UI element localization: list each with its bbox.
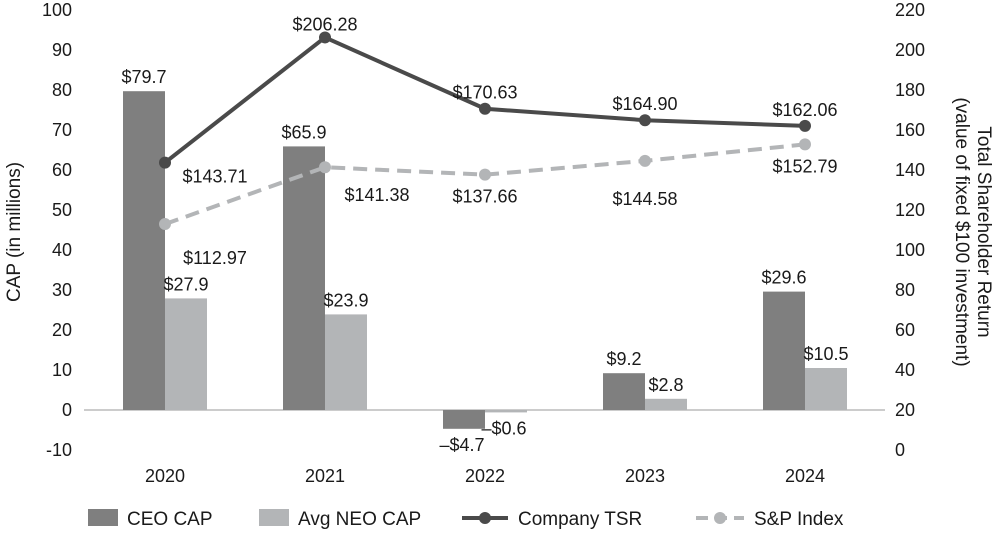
point-label-sp-index: $141.38 bbox=[344, 185, 409, 205]
bar-avg-neo-cap bbox=[165, 298, 207, 410]
legend-label-avg-neo-cap: Avg NEO CAP bbox=[298, 509, 421, 530]
bar-avg-neo-cap bbox=[325, 314, 367, 410]
point-label-company-tsr: $143.71 bbox=[182, 167, 247, 187]
left-axis-title: CAP (in millions) bbox=[4, 162, 25, 302]
point-label-company-tsr: $206.28 bbox=[292, 14, 357, 34]
legend-label-sp-index: S&P Index bbox=[754, 509, 844, 530]
right-tick-label: 140 bbox=[895, 160, 925, 180]
left-tick-label: 50 bbox=[52, 200, 72, 220]
point-company-tsr bbox=[479, 102, 491, 115]
point-sp-index bbox=[479, 168, 491, 181]
legend-label-ceo-cap: CEO CAP bbox=[127, 509, 213, 530]
legend-marker-company-tsr bbox=[479, 512, 491, 524]
right-tick-label: 120 bbox=[895, 200, 925, 220]
left-tick-label: 100 bbox=[42, 0, 72, 20]
left-tick-label: 70 bbox=[52, 120, 72, 140]
bar-avg-neo-cap bbox=[485, 410, 527, 413]
bar-label-avg-neo-cap: $2.8 bbox=[648, 375, 683, 395]
right-tick-label: 20 bbox=[895, 400, 915, 420]
right-tick-label: 160 bbox=[895, 120, 925, 140]
bar-label-avg-neo-cap: –$0.6 bbox=[481, 418, 526, 438]
left-tick-label: 10 bbox=[52, 360, 72, 380]
x-axis-ticks: 2020 2021 2022 2023 2024 bbox=[145, 466, 825, 486]
point-sp-index bbox=[319, 161, 331, 174]
point-label-sp-index: $137.66 bbox=[452, 187, 517, 207]
right-tick-label: 60 bbox=[895, 320, 915, 340]
right-tick-label: 80 bbox=[895, 280, 915, 300]
bar-ceo-cap bbox=[603, 373, 645, 410]
left-tick-label: 40 bbox=[52, 240, 72, 260]
left-tick-label: -10 bbox=[46, 440, 72, 460]
bars bbox=[123, 91, 847, 429]
line-sp-index bbox=[164, 142, 806, 226]
x-tick-label: 2023 bbox=[625, 466, 665, 486]
point-company-tsr bbox=[159, 156, 171, 169]
legend: CEO CAP Avg NEO CAP Company TSR S&P Inde… bbox=[88, 509, 844, 530]
right-tick-label: 200 bbox=[895, 40, 925, 60]
right-tick-label: 0 bbox=[895, 440, 905, 460]
bar-label-avg-neo-cap: $23.9 bbox=[323, 290, 368, 310]
point-company-tsr bbox=[799, 119, 811, 132]
bar-label-ceo-cap: $9.2 bbox=[606, 349, 641, 369]
point-label-company-tsr: $170.63 bbox=[452, 83, 517, 103]
legend-swatch-avg-neo-cap bbox=[259, 509, 289, 526]
left-tick-label: 20 bbox=[52, 320, 72, 340]
bar-ceo-cap bbox=[763, 291, 805, 410]
left-tick-label: 80 bbox=[52, 80, 72, 100]
point-label-company-tsr: $162.06 bbox=[772, 100, 837, 120]
bar-label-ceo-cap: –$4.7 bbox=[439, 435, 484, 455]
point-label-sp-index: $112.97 bbox=[183, 248, 247, 268]
legend-marker-sp-index bbox=[714, 512, 726, 524]
bar-ceo-cap bbox=[123, 91, 165, 410]
bar-avg-neo-cap bbox=[805, 368, 847, 410]
bar-ceo-cap bbox=[443, 410, 485, 429]
bar-ceo-cap bbox=[283, 146, 325, 410]
x-tick-label: 2024 bbox=[785, 466, 825, 486]
point-sp-index bbox=[159, 218, 171, 231]
x-tick-label: 2020 bbox=[145, 466, 185, 486]
right-tick-label: 100 bbox=[895, 240, 925, 260]
bar-label-ceo-cap: $29.6 bbox=[761, 268, 806, 288]
bar-label-ceo-cap: $65.9 bbox=[281, 122, 326, 142]
right-axis-title-line1: Total Shareholder Return bbox=[973, 126, 994, 337]
point-label-sp-index: $152.79 bbox=[772, 156, 837, 176]
x-tick-label: 2022 bbox=[465, 466, 505, 486]
point-company-tsr bbox=[319, 31, 331, 44]
point-company-tsr bbox=[639, 114, 651, 127]
right-tick-label: 40 bbox=[895, 360, 915, 380]
left-tick-label: 90 bbox=[52, 40, 72, 60]
bar-label-avg-neo-cap: $10.5 bbox=[803, 344, 848, 364]
point-label-sp-index: $144.58 bbox=[612, 189, 677, 209]
bar-label-ceo-cap: $79.7 bbox=[121, 67, 166, 87]
legend-swatch-ceo-cap bbox=[88, 509, 118, 526]
legend-label-company-tsr: Company TSR bbox=[518, 509, 642, 530]
line-labels: $143.71 $206.28 $170.63 $164.90 $162.06 $112.… bbox=[182, 14, 837, 268]
left-tick-label: 30 bbox=[52, 280, 72, 300]
bar-avg-neo-cap bbox=[645, 398, 687, 410]
point-label-company-tsr: $164.90 bbox=[612, 94, 677, 114]
point-sp-index bbox=[799, 138, 811, 151]
bar-labels: $79.7 $65.9 –$4.7 $9.2 $29.6 $27.9 $23.9 –$0.6 $… bbox=[121, 67, 848, 455]
right-tick-label: 220 bbox=[895, 0, 925, 20]
lines bbox=[159, 31, 811, 231]
left-tick-label: 60 bbox=[52, 160, 72, 180]
x-tick-label: 2021 bbox=[305, 466, 345, 486]
right-tick-label: 180 bbox=[895, 80, 925, 100]
left-tick-label: 0 bbox=[62, 400, 72, 420]
bar-label-avg-neo-cap: $27.9 bbox=[163, 274, 208, 294]
point-sp-index bbox=[639, 154, 651, 167]
right-axis-title-line2: (value of fixed $100 investment) bbox=[951, 97, 972, 366]
